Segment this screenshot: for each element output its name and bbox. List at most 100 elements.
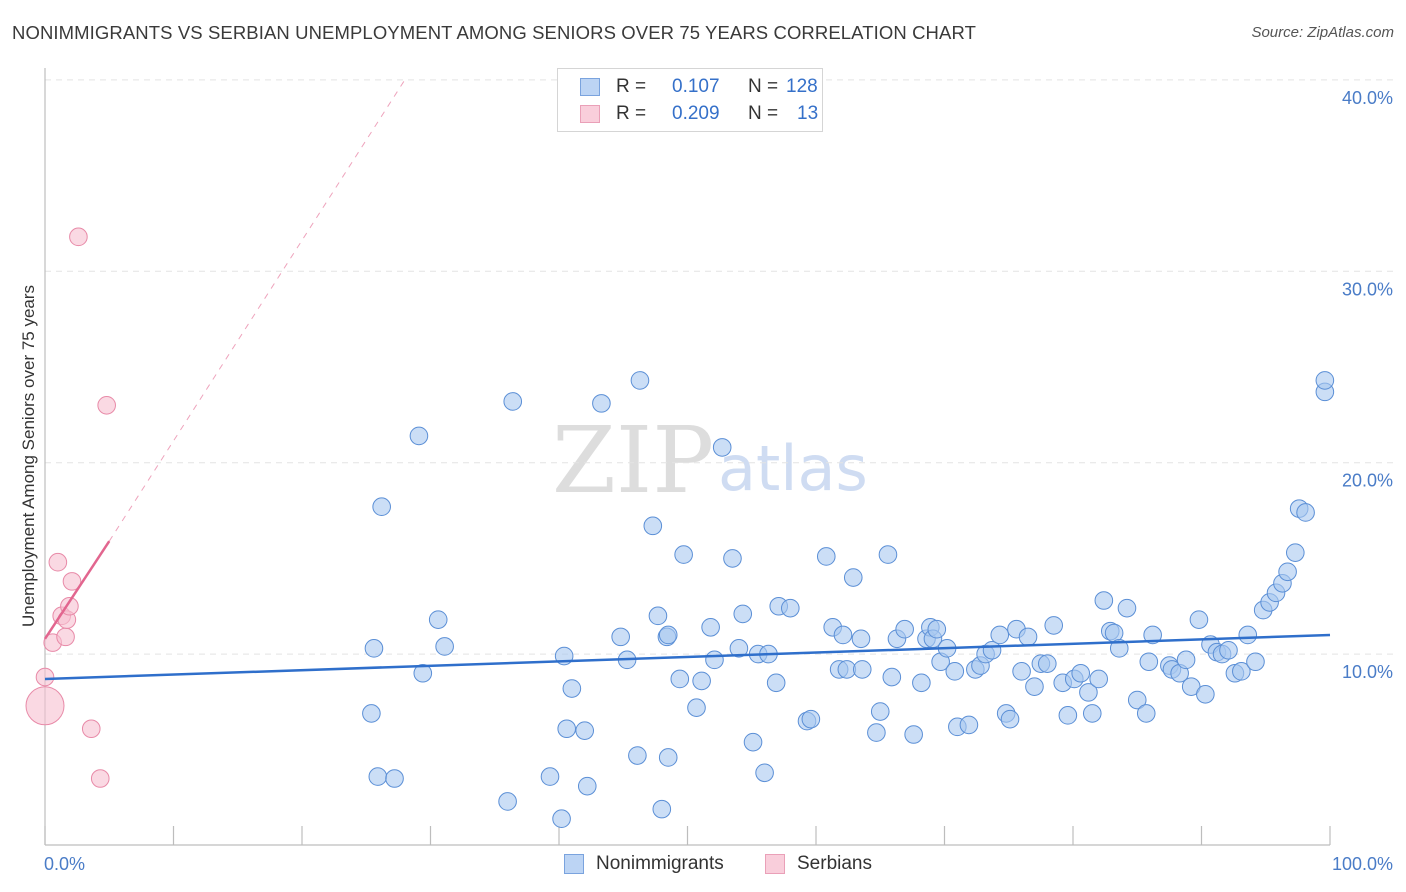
- point-nonimmigrants: [882, 667, 902, 687]
- point-nonimmigrants: [364, 639, 384, 658]
- legend-r-value: 0.107: [672, 76, 720, 97]
- point-nonimmigrants: [1219, 640, 1238, 660]
- point-nonimmigrants: [498, 792, 517, 811]
- point-nonimmigrants: [945, 662, 965, 681]
- legend-n-label: N =: [748, 76, 779, 97]
- point-nonimmigrants: [1189, 610, 1209, 629]
- trend-lines: [43, 79, 1331, 681]
- point-nonimmigrants: [1278, 562, 1297, 582]
- point-nonimmigrants: [1044, 616, 1064, 635]
- point-serbians: [81, 719, 101, 739]
- point-nonimmigrants: [912, 673, 931, 693]
- point-serbians: [62, 572, 82, 591]
- bottom-legend-swatch-blue: [564, 854, 584, 874]
- point-nonimmigrants: [1109, 639, 1129, 658]
- point-nonimmigrants: [648, 606, 668, 626]
- point-nonimmigrants: [801, 709, 821, 729]
- point-nonimmigrants: [409, 426, 429, 446]
- point-nonimmigrants: [1246, 652, 1265, 672]
- point-nonimmigrants: [833, 625, 853, 645]
- point-nonimmigrants: [1196, 684, 1215, 704]
- point-nonimmigrants: [843, 568, 863, 587]
- point-nonimmigrants: [1127, 690, 1147, 710]
- bottom-legend-label: Serbians: [797, 853, 872, 874]
- point-serbians: [90, 769, 110, 788]
- x-tick-label-min: 0.0%: [44, 854, 85, 874]
- point-nonimmigrants: [670, 669, 690, 689]
- point-nonimmigrants: [1136, 704, 1156, 723]
- point-nonimmigrants: [1139, 652, 1159, 672]
- point-nonimmigrants: [1000, 709, 1020, 729]
- trend-line-serbians-extension: [108, 79, 406, 542]
- y-tick-label: 10.0%: [1342, 662, 1393, 682]
- point-nonimmigrants: [385, 769, 404, 788]
- point-nonimmigrants: [503, 392, 523, 411]
- legend-n-label: N =: [748, 103, 779, 124]
- point-nonimmigrants: [816, 547, 836, 566]
- point-nonimmigrants: [990, 625, 1010, 645]
- point-nonimmigrants: [1181, 677, 1201, 696]
- point-nonimmigrants: [658, 748, 678, 767]
- point-nonimmigrants: [1143, 625, 1162, 645]
- point-nonimmigrants: [557, 719, 577, 739]
- point-serbians: [69, 227, 88, 247]
- trend-line-nonimmigrants: [44, 633, 1331, 681]
- legend-swatch-blue: [580, 78, 600, 96]
- point-nonimmigrants: [1012, 662, 1031, 681]
- point-nonimmigrants: [755, 763, 774, 783]
- point-nonimmigrants: [1071, 663, 1091, 683]
- point-serbians: [56, 627, 75, 647]
- point-nonimmigrants: [1025, 677, 1044, 696]
- point-nonimmigrants: [1038, 654, 1057, 673]
- point-nonimmigrants: [372, 497, 391, 517]
- watermark: ZIP atlas: [552, 407, 868, 514]
- point-nonimmigrants: [851, 629, 871, 649]
- point-nonimmigrants: [959, 715, 979, 735]
- point-serbians: [25, 686, 65, 726]
- legend-r-label: R =: [616, 103, 647, 124]
- source-label: Source: ZipAtlas.com: [1251, 24, 1394, 41]
- point-serbians: [35, 667, 55, 687]
- point-nonimmigrants: [733, 604, 753, 624]
- watermark-atlas: atlas: [718, 432, 868, 505]
- point-nonimmigrants: [1238, 625, 1258, 645]
- legend-n-value: 128: [786, 76, 818, 97]
- point-nonimmigrants: [1058, 706, 1078, 725]
- watermark-zip: ZIP: [552, 407, 714, 514]
- point-nonimmigrants: [712, 438, 732, 457]
- point-nonimmigrants: [1296, 503, 1315, 522]
- x-tick-label-max: 100.0%: [1332, 854, 1393, 874]
- point-nonimmigrants: [540, 767, 560, 786]
- point-nonimmigrants: [552, 809, 571, 829]
- trend-line-serbians: [43, 540, 111, 640]
- point-nonimmigrants: [870, 702, 890, 721]
- point-nonimmigrants: [611, 627, 630, 647]
- chart-title: NONIMMIGRANTS VS SERBIAN UNEMPLOYMENT AM…: [12, 22, 976, 43]
- point-nonimmigrants: [628, 746, 647, 765]
- point-nonimmigrants: [852, 660, 872, 679]
- point-nonimmigrants: [1117, 598, 1137, 618]
- point-nonimmigrants: [705, 650, 724, 670]
- point-nonimmigrants: [927, 619, 947, 639]
- y-axis-label: Unemployment Among Seniors over 75 years: [19, 285, 38, 627]
- y-tick-label: 40.0%: [1342, 88, 1393, 108]
- point-nonimmigrants: [413, 663, 433, 683]
- point-nonimmigrants: [1082, 704, 1102, 723]
- point-nonimmigrants: [630, 371, 650, 390]
- point-nonimmigrants: [562, 679, 582, 698]
- axes: [44, 68, 1331, 846]
- point-nonimmigrants: [723, 549, 742, 568]
- point-nonimmigrants: [362, 704, 381, 723]
- bottom-legend-label: Nonimmigrants: [596, 853, 724, 874]
- point-nonimmigrants: [368, 767, 388, 786]
- grid: [45, 79, 1395, 655]
- point-nonimmigrants: [1018, 627, 1038, 647]
- point-nonimmigrants: [867, 723, 886, 742]
- point-nonimmigrants: [643, 516, 663, 536]
- point-nonimmigrants: [435, 637, 454, 656]
- point-nonimmigrants: [1286, 543, 1305, 562]
- x-tick-labels: 0.0% 100.0%: [44, 854, 1393, 874]
- point-nonimmigrants: [729, 639, 749, 658]
- point-nonimmigrants: [743, 732, 763, 752]
